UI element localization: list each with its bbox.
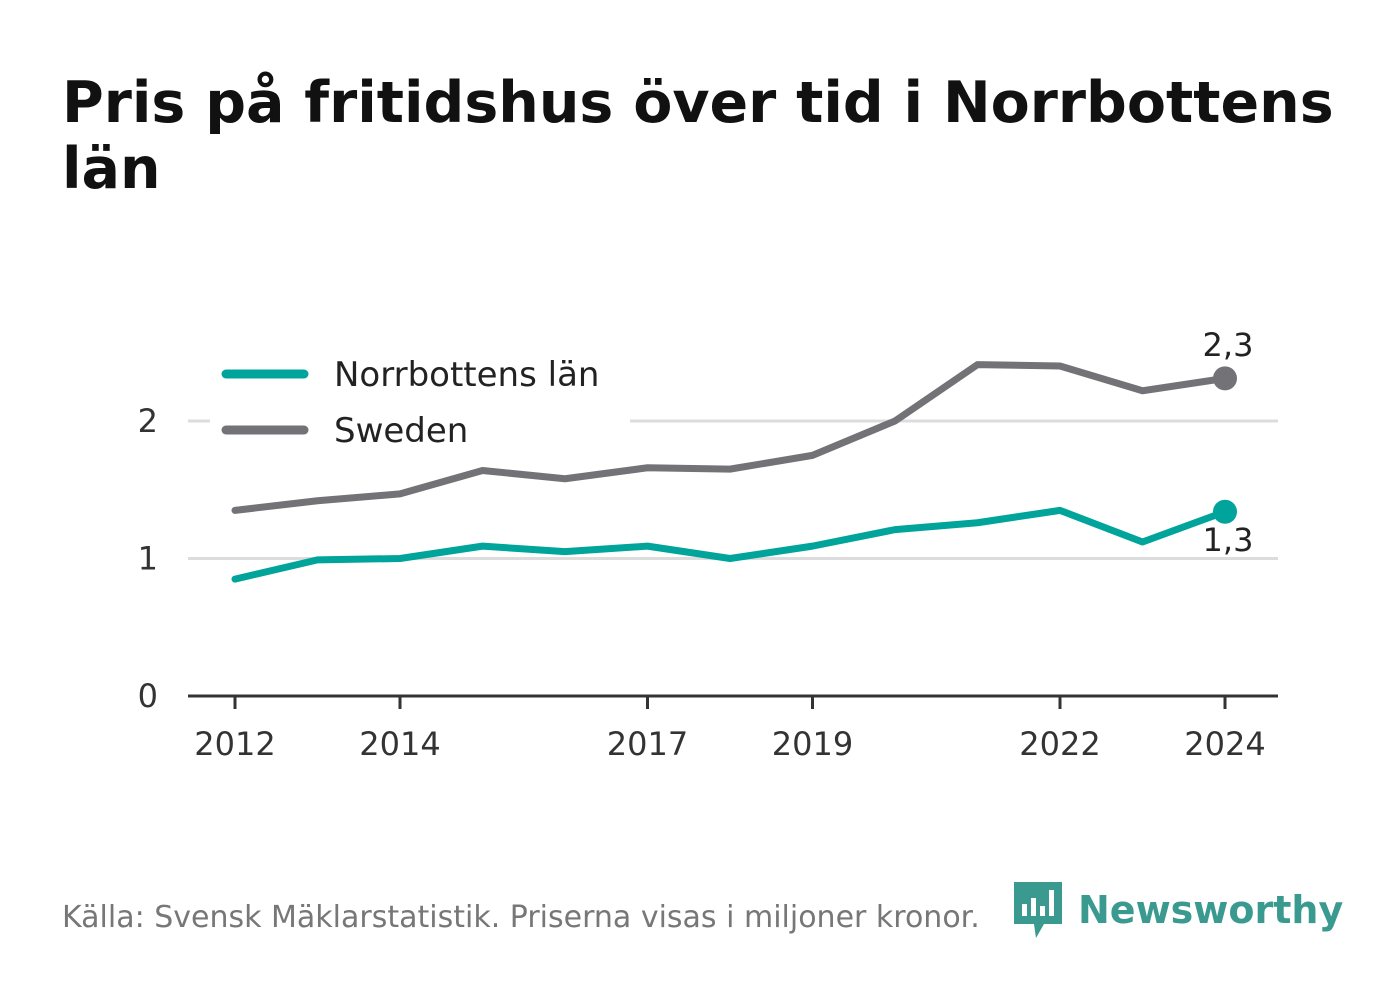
- bar-chart-speech-bubble-icon: [1014, 882, 1062, 938]
- source-note: Källa: Svensk Mäklarstatistik. Priserna …: [62, 900, 980, 935]
- x-tick-label-2022: 2022: [1019, 725, 1100, 763]
- end-labels: 2,3 1,3: [1203, 326, 1254, 559]
- y-tick-label-0: 0: [138, 677, 158, 715]
- legend: Norrbottens län Sweden: [210, 345, 630, 455]
- series-line-sweden: [231, 361, 1229, 514]
- y-tick-label-2: 2: [138, 402, 158, 440]
- series-lines: [231, 361, 1237, 583]
- x-tick-label-2014: 2014: [359, 725, 440, 763]
- end-label-norrbottens-lan: 1,3: [1203, 521, 1254, 559]
- x-tick-label-2017: 2017: [607, 725, 688, 763]
- legend-label-sweden: Sweden: [334, 411, 468, 451]
- series-line-norrbottens-l-n: [231, 506, 1229, 583]
- legend-label-norrbottens-l-n: Norrbottens län: [334, 355, 599, 395]
- y-tick-label-1: 1: [138, 540, 158, 578]
- brand-name: Newsworthy: [1078, 888, 1344, 932]
- axes: 0 1 2 2012 2014 2017 2019 2022 2024: [138, 402, 1278, 763]
- x-tick-label-2012: 2012: [194, 725, 275, 763]
- series-endpoint-norrbottens-l-n: [1213, 499, 1237, 524]
- brand-logo[interactable]: Newsworthy: [1012, 880, 1343, 940]
- x-tick-label-2024: 2024: [1184, 725, 1265, 763]
- series-endpoint-sweden: [1213, 366, 1237, 391]
- x-tick-label-2019: 2019: [772, 725, 853, 763]
- legend-background: [210, 345, 630, 455]
- chart-title: Pris på fritidshus över tid i Norrbotten…: [62, 70, 1334, 202]
- end-label-sweden: 2,3: [1203, 326, 1254, 364]
